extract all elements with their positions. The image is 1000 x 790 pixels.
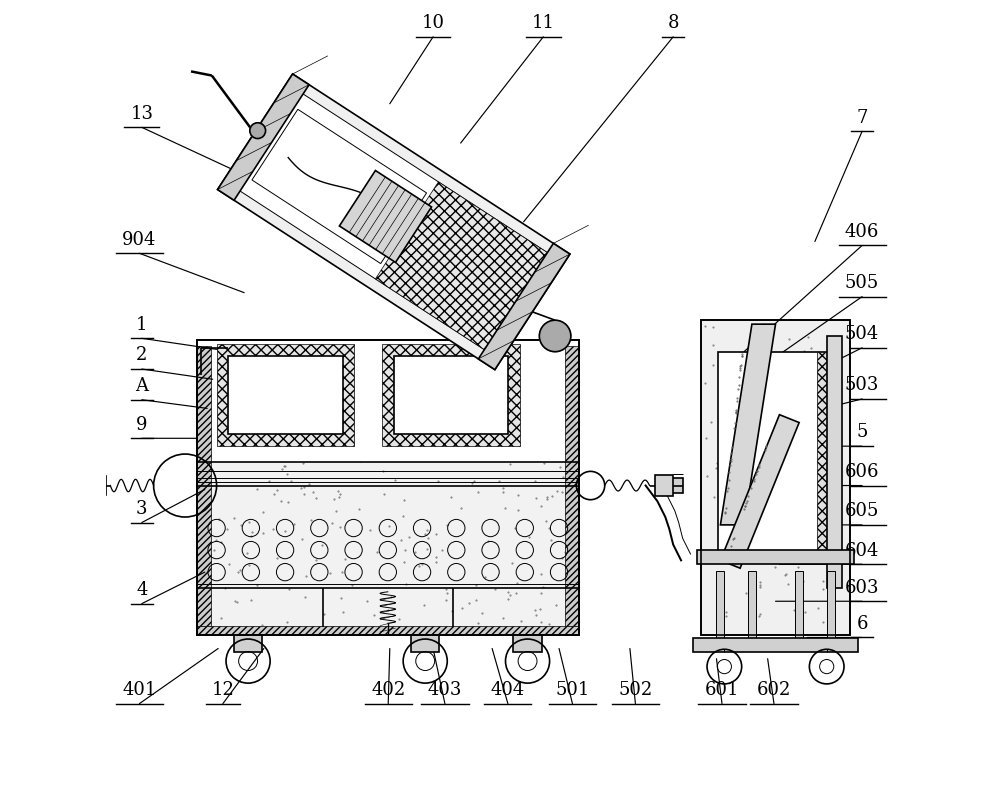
Bar	[228, 356, 343, 434]
Text: A: A	[135, 377, 148, 395]
Text: 8: 8	[667, 14, 679, 32]
Polygon shape	[252, 109, 427, 264]
Bar	[827, 336, 842, 588]
Bar	[693, 638, 858, 653]
Bar	[795, 570, 803, 649]
Bar	[701, 320, 850, 635]
Text: 11: 11	[532, 14, 555, 32]
Bar	[197, 340, 579, 462]
Text: 2: 2	[136, 346, 148, 364]
Text: 504: 504	[845, 325, 879, 343]
Circle shape	[539, 320, 571, 352]
Text: 5: 5	[856, 423, 868, 442]
Polygon shape	[218, 74, 570, 370]
Text: 603: 603	[845, 578, 879, 596]
Text: 904: 904	[122, 231, 157, 249]
Polygon shape	[478, 243, 570, 370]
Text: 602: 602	[757, 681, 791, 699]
Bar	[92, 476, 106, 495]
Text: 402: 402	[371, 681, 405, 699]
Polygon shape	[720, 415, 799, 568]
Text: 501: 501	[555, 681, 590, 699]
Text: 1: 1	[136, 315, 148, 333]
Bar	[827, 570, 835, 649]
Polygon shape	[720, 324, 776, 525]
Text: 406: 406	[845, 223, 879, 241]
Text: 502: 502	[618, 681, 653, 699]
Bar	[217, 344, 354, 446]
Text: 9: 9	[136, 416, 148, 434]
Text: 6: 6	[856, 615, 868, 633]
Text: 601: 601	[705, 681, 739, 699]
Bar	[817, 352, 833, 556]
Bar	[718, 352, 833, 556]
Text: 404: 404	[491, 681, 525, 699]
Bar	[701, 320, 850, 635]
Text: 403: 403	[428, 681, 462, 699]
Text: 505: 505	[845, 274, 879, 292]
Polygon shape	[375, 182, 555, 355]
Bar	[697, 550, 854, 564]
Text: 606: 606	[845, 463, 879, 481]
Bar	[655, 476, 673, 496]
Text: 605: 605	[845, 502, 879, 520]
Circle shape	[250, 122, 266, 138]
Bar	[382, 344, 520, 446]
Bar	[411, 635, 439, 653]
Bar	[665, 478, 683, 494]
Bar	[197, 626, 579, 635]
Polygon shape	[339, 171, 432, 262]
Bar	[716, 570, 724, 649]
Text: 401: 401	[122, 681, 157, 699]
Bar	[197, 340, 579, 635]
Text: 13: 13	[130, 104, 153, 122]
Bar	[394, 356, 508, 434]
Bar	[197, 340, 579, 635]
Bar	[197, 340, 579, 635]
Polygon shape	[218, 74, 309, 200]
Text: 503: 503	[845, 376, 879, 394]
Bar	[565, 346, 579, 626]
Bar	[234, 635, 262, 653]
Text: 604: 604	[845, 541, 879, 559]
Bar	[513, 635, 542, 653]
Bar	[748, 570, 756, 649]
Text: 10: 10	[422, 14, 445, 32]
Text: 7: 7	[856, 108, 868, 126]
Bar	[197, 346, 211, 626]
Text: 4: 4	[136, 581, 148, 599]
Text: 3: 3	[136, 500, 148, 517]
Polygon shape	[233, 89, 555, 355]
Text: 12: 12	[211, 681, 234, 699]
